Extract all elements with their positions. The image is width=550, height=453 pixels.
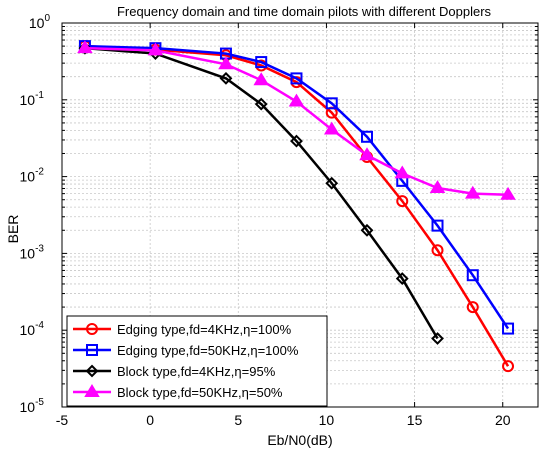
y-tick-base: 10: [20, 322, 36, 338]
x-tick-label: 5: [234, 412, 242, 428]
legend-swatch-marker: [84, 384, 100, 397]
x-tick-label: -5: [56, 412, 69, 428]
data-point: [395, 272, 409, 285]
data-point: [429, 180, 446, 194]
legend-entry: Block type,fd=50KHz,η=50%: [73, 384, 283, 400]
y-tick-label: 10-1: [20, 90, 45, 108]
series-line: [84, 44, 510, 367]
data-point: [431, 332, 444, 345]
legend-entry: Block type,fd=4KHz,η=95%: [73, 364, 276, 379]
x-tick-label: 0: [146, 412, 154, 428]
data-point: [218, 56, 234, 70]
data-point: [77, 40, 93, 54]
data-point: [255, 56, 268, 69]
y-tick-base: 10: [20, 399, 36, 415]
series-1: [78, 40, 515, 335]
legend-swatch-marker: [86, 344, 98, 356]
legend-label: Edging type,fd=50KHz,η=100%: [117, 343, 299, 358]
chart-title: Frequency domain and time domain pilots …: [117, 4, 492, 19]
data-point: [502, 360, 515, 373]
y-tick-label: 100: [29, 13, 51, 31]
y-tick-exponent: -2: [35, 167, 44, 178]
data-point: [360, 223, 374, 237]
y-tick-label: 10-4: [20, 320, 45, 338]
data-point: [290, 134, 303, 148]
x-tick-label: 20: [495, 412, 511, 428]
y-axis-label: BER: [5, 215, 21, 244]
data-point: [431, 219, 444, 232]
data-point: [360, 130, 373, 143]
data-point: [323, 121, 340, 135]
x-tick-label: 10: [319, 412, 335, 428]
data-point: [325, 97, 338, 110]
data-point: [396, 195, 409, 208]
y-tick-exponent: -4: [35, 320, 44, 331]
y-tick-base: 10: [20, 169, 36, 185]
y-tick-exponent: -1: [35, 90, 44, 101]
series-line: [84, 46, 439, 340]
x-tick-label: 15: [407, 412, 423, 428]
y-tick-base: 10: [20, 92, 36, 108]
data-point: [465, 185, 481, 199]
data-point: [290, 72, 303, 85]
y-tick-label: 10-3: [20, 243, 45, 261]
data-point: [147, 42, 164, 56]
legend-label: Block type,fd=4KHz,η=95%: [117, 364, 276, 379]
series-line: [84, 44, 510, 330]
data-point: [431, 244, 444, 257]
data-point: [288, 93, 305, 107]
legend-label: Edging type,fd=4KHz,η=100%: [117, 322, 292, 337]
data-point: [254, 97, 268, 111]
data-point: [502, 322, 515, 335]
legend-swatch-marker: [86, 323, 98, 335]
plot-frame: [61, 22, 539, 408]
data-point: [325, 176, 339, 190]
y-tick-label: 10-2: [20, 167, 45, 185]
legend-swatch-marker: [85, 364, 99, 378]
y-tick-base: 10: [20, 245, 36, 261]
data-point: [359, 147, 375, 161]
y-tick-exponent: -5: [35, 397, 44, 408]
legend-label: Block type,fd=50KHz,η=50%: [117, 385, 283, 400]
y-tick-base: 10: [29, 15, 45, 31]
series-3: [77, 40, 516, 200]
series-layer: [77, 40, 516, 373]
data-point: [500, 186, 516, 200]
y-tick-exponent: -3: [35, 243, 44, 254]
data-point: [394, 165, 411, 179]
data-point: [219, 71, 233, 85]
y-tick-exponent: 0: [44, 13, 50, 24]
legend-entry: Edging type,fd=4KHz,η=100%: [73, 322, 292, 337]
y-tick-label: 10-5: [20, 397, 45, 415]
legend-entry: Edging type,fd=50KHz,η=100%: [73, 343, 299, 358]
data-point: [253, 72, 269, 86]
data-point: [466, 269, 479, 282]
data-point: [466, 301, 479, 314]
x-axis-label: Eb/N0(dB): [267, 432, 332, 448]
legend: Edging type,fd=4KHz,η=100% Edging type,fd…: [66, 315, 328, 407]
